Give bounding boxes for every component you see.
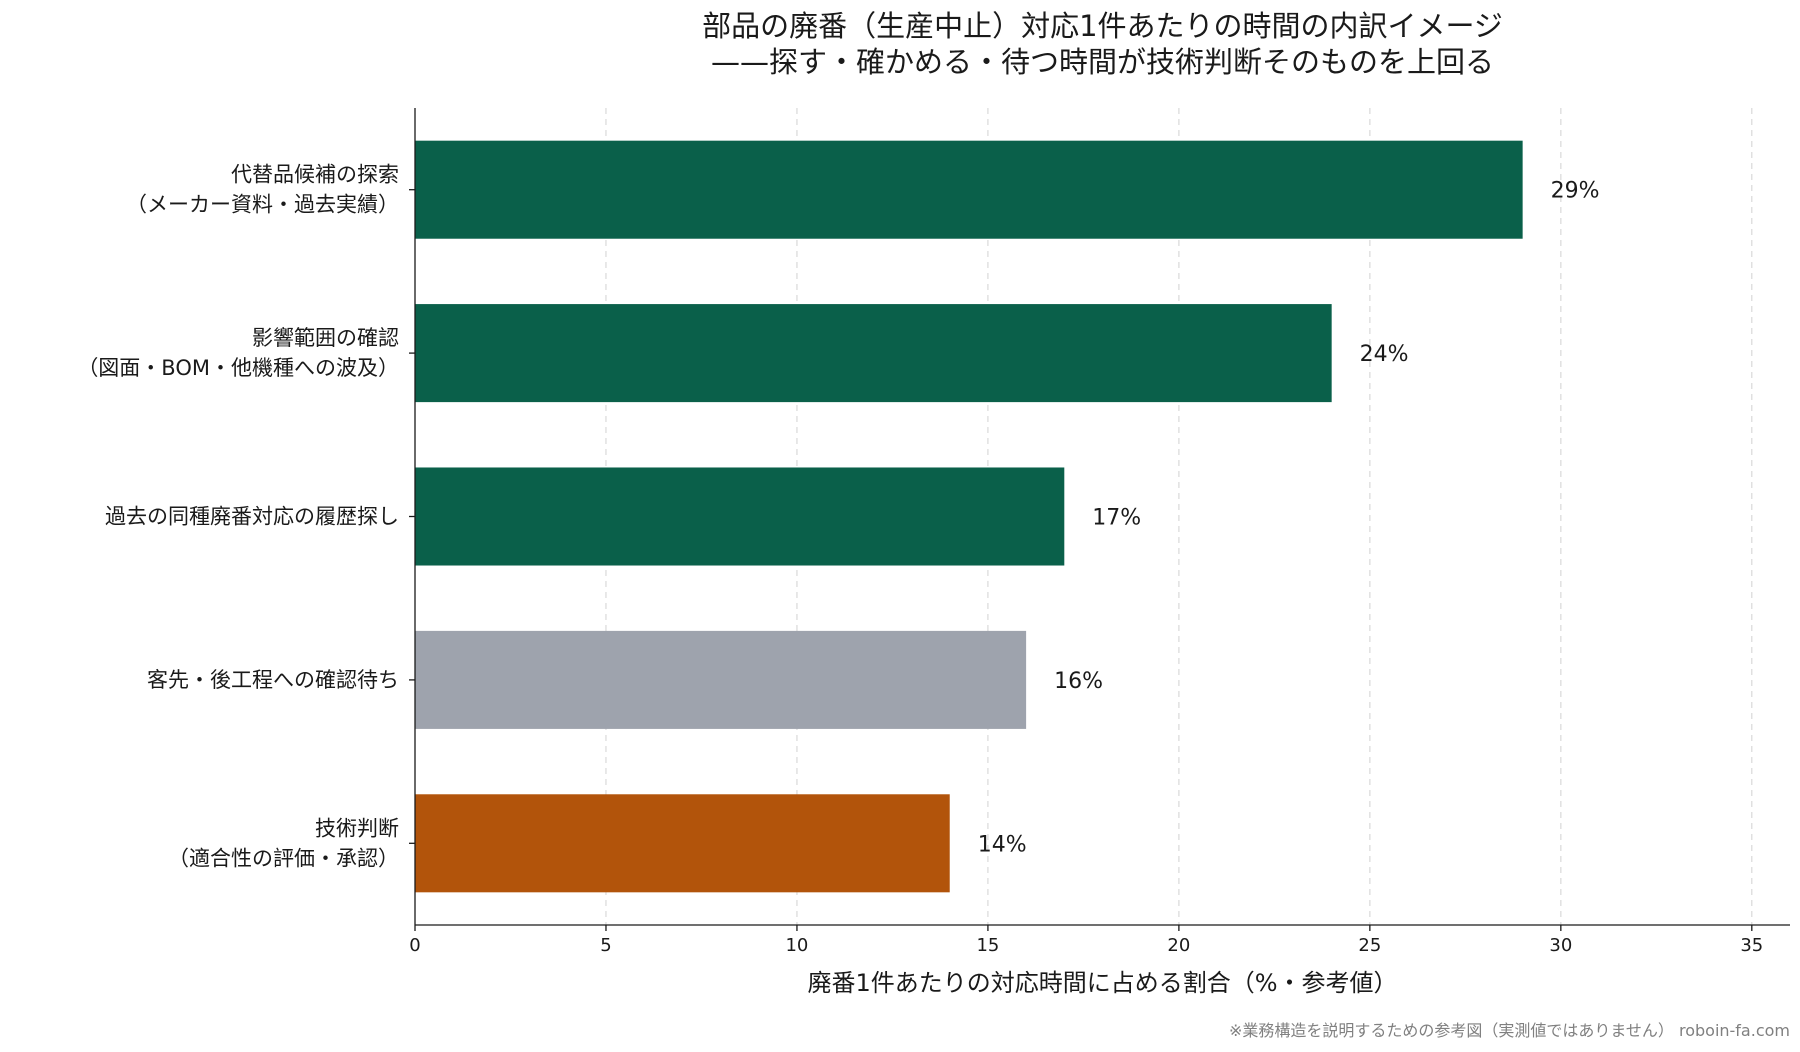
x-tick-label: 0 xyxy=(409,935,420,956)
category-label-4-line-1: 客先・後工程への確認待ち xyxy=(147,668,399,692)
data-label-1: 29% xyxy=(1551,179,1600,204)
bar-4 xyxy=(415,630,1027,729)
data-label-5: 14% xyxy=(978,832,1027,857)
x-tick-label: 10 xyxy=(785,935,808,956)
bar-5 xyxy=(415,794,950,893)
bar-3 xyxy=(415,467,1065,566)
x-tick-label: 15 xyxy=(976,935,999,956)
x-tick-label: 5 xyxy=(600,935,611,956)
data-label-4: 16% xyxy=(1054,669,1103,694)
bar-1 xyxy=(415,140,1523,239)
data-labels: 29% 24% 17% 16% 14% xyxy=(978,179,1600,858)
category-label-2-line-1: 影響範囲の確認 xyxy=(252,326,399,350)
x-tick-label: 30 xyxy=(1549,935,1572,956)
x-tick-label: 25 xyxy=(1358,935,1381,956)
chart-title: 部品の廃番（生産中止）対応1件あたりの時間の内訳イメージ——探す・確かめる・待つ… xyxy=(702,9,1503,79)
bar-2 xyxy=(415,304,1332,403)
category-label-5-line-2: （適合性の評価・承認） xyxy=(168,846,399,870)
data-label-2: 24% xyxy=(1360,342,1409,367)
x-tick-label: 35 xyxy=(1740,935,1763,956)
category-label-1-line-1: 代替品候補の探索 xyxy=(231,163,399,187)
x-tick-label: 20 xyxy=(1167,935,1190,956)
category-label-3-line-1: 過去の同種廃番対応の履歴探し xyxy=(105,505,399,529)
category-label-5-line-1: 技術判断 xyxy=(315,816,399,840)
bars xyxy=(415,140,1523,893)
x-axis: 0 5 10 15 20 25 30 35 xyxy=(409,108,1790,956)
footnote: ※業務構造を説明するための参考図（実測値ではありません） roboin-fa.c… xyxy=(1229,1021,1790,1040)
category-label-1-line-2: （メーカー資料・過去実績） xyxy=(126,193,399,217)
title-line-2: ——探す・確かめる・待つ時間が技術判断そのものを上回る xyxy=(711,45,1494,79)
category-label-2-line-2: （図面・BOM・他機種への波及） xyxy=(77,356,399,380)
category-labels: 代替品候補の探索 （メーカー資料・過去実績） 影響範囲の確認 （図面・BOM・他機種へ… xyxy=(77,163,399,871)
title-line-1: 部品の廃番（生産中止）対応1件あたりの時間の内訳イメージ xyxy=(702,9,1503,43)
x-axis-title: 廃番1件あたりの対応時間に占める割合（%・参考値） xyxy=(807,969,1397,997)
data-label-3: 17% xyxy=(1092,506,1141,531)
